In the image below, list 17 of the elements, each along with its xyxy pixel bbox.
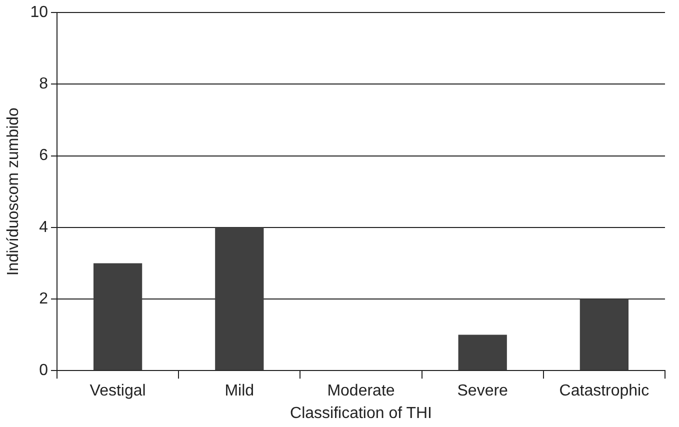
x-tick-label: Mild bbox=[224, 382, 254, 400]
y-tick-label: 2 bbox=[39, 290, 48, 308]
y-tick-label: 10 bbox=[30, 4, 48, 22]
x-tick-label: Severe bbox=[457, 382, 508, 400]
y-tick-label: 6 bbox=[39, 147, 48, 164]
x-axis-title: Classification of THI bbox=[290, 404, 432, 422]
y-tick-label: 0 bbox=[39, 362, 48, 380]
bar bbox=[215, 227, 264, 370]
bar bbox=[458, 334, 507, 370]
x-tick-label: Catastrophic bbox=[559, 382, 650, 400]
y-tick-label: 4 bbox=[39, 218, 48, 236]
y-tick-label: 8 bbox=[39, 76, 48, 93]
bar bbox=[580, 299, 629, 370]
x-tick-label: Vestigal bbox=[90, 382, 146, 400]
bar bbox=[93, 263, 142, 370]
y-axis-title: Indivíduoscom zumbido bbox=[5, 107, 22, 276]
x-tick-label: Moderate bbox=[327, 382, 395, 400]
